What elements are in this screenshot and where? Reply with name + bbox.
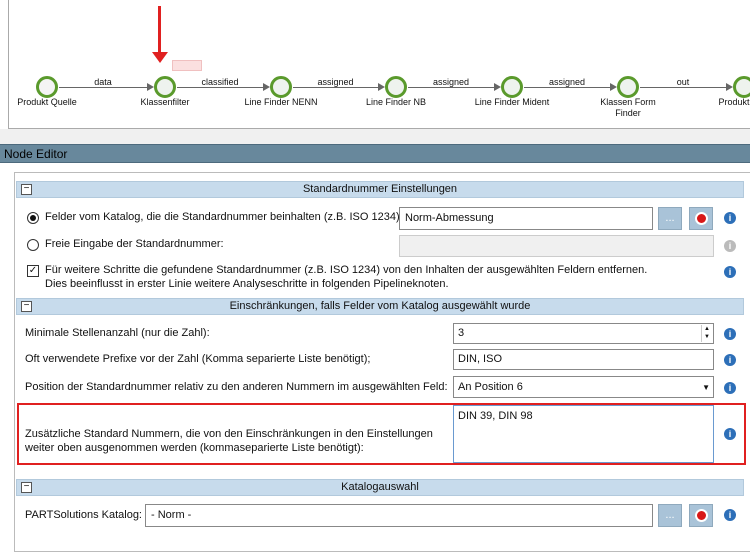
pipeline-edge[interactable] (524, 87, 610, 88)
forbidden-icon (695, 509, 708, 522)
info-icon[interactable]: i (724, 266, 736, 278)
collapse-icon[interactable]: − (21, 301, 32, 312)
extra-numbers-label-line1: Zusätzliche Standard Nummern, die von de… (25, 428, 433, 440)
info-icon[interactable]: i (724, 428, 736, 440)
section-title: Standardnummer Einstellungen (302, 183, 458, 195)
pipeline-node-label: Produkt Quelle (17, 97, 77, 107)
edge-arrow-icon (378, 83, 385, 91)
edge-arrow-icon (147, 83, 154, 91)
spin-arrows-icon[interactable]: ▲ ▼ (701, 325, 712, 342)
extra-numbers-label-line2: weiter oben ausgenommen werden (kommasep… (25, 442, 364, 454)
pipeline-edge-label: assigned (317, 77, 354, 87)
chevron-down-icon[interactable]: ▼ (702, 383, 710, 392)
pipeline-node-label: Line Finder NENN (244, 97, 318, 107)
catalog-label: PARTSolutions Katalog: (25, 509, 142, 521)
pipeline-edge[interactable] (177, 87, 263, 88)
pipeline-node[interactable] (385, 76, 407, 98)
edge-arrow-icon (610, 83, 617, 91)
node-editor-header: Node Editor (0, 144, 750, 163)
catalog-fields-input[interactable]: Norm-Abmessung (399, 207, 653, 230)
section-header-einschraenkungen[interactable]: − Einschränkungen, falls Felder vom Kata… (16, 298, 744, 315)
highlight-box (17, 403, 746, 465)
prefixes-input[interactable]: DIN, ISO (453, 349, 714, 370)
remove-standard-checkbox[interactable]: ✓ (27, 265, 39, 277)
pipeline-node-label: Klassenfilter (140, 97, 190, 107)
info-icon[interactable]: i (724, 509, 736, 521)
extra-numbers-textarea[interactable]: DIN 39, DIN 98 (453, 405, 714, 463)
pipeline-node[interactable] (733, 76, 750, 98)
pipeline-edge[interactable] (293, 87, 378, 88)
prefixes-label: Oft verwendete Prefixe vor der Zahl (Kom… (25, 353, 371, 365)
browse-button[interactable]: ... (658, 207, 682, 230)
pipeline-node[interactable] (36, 76, 58, 98)
min-digits-label: Minimale Stellenanzahl (nur die Zahl): (25, 327, 210, 339)
pipeline-node[interactable] (154, 76, 176, 98)
clear-button[interactable] (689, 207, 713, 230)
position-value: An Position 6 (458, 381, 523, 393)
pipeline-node[interactable] (270, 76, 292, 98)
radio-free-entry[interactable] (27, 239, 39, 251)
node-editor-title: Node Editor (4, 147, 68, 161)
section-header-standardnummer[interactable]: − Standardnummer Einstellungen (16, 181, 744, 198)
checkbox-label-line1: Für weitere Schritte die gefundene Stand… (45, 264, 648, 276)
splitter[interactable] (0, 129, 750, 145)
pipeline-canvas[interactable] (8, 0, 750, 129)
pipeline-edge-label: assigned (548, 77, 586, 87)
catalog-input[interactable]: - Norm - (145, 504, 653, 527)
pipeline-edge-label: assigned (432, 77, 470, 87)
collapse-icon[interactable]: − (21, 482, 32, 493)
red-arrow-shaft (158, 6, 161, 54)
radio-catalog-fields[interactable] (27, 212, 39, 224)
pipeline-node-label: Produkt Map (718, 97, 750, 107)
radio-free-label: Freie Eingabe der Standardnummer: (45, 238, 224, 250)
pipeline-node-label: Klassen Form Finder (600, 97, 656, 118)
catalog-browse-button[interactable]: ... (658, 504, 682, 527)
position-dropdown[interactable]: An Position 6 ▼ (453, 376, 714, 398)
forbidden-icon (695, 212, 708, 225)
pipeline-edge-label: out (676, 77, 690, 87)
section-header-katalogauswahl[interactable]: − Katalogauswahl (16, 479, 744, 496)
red-arrow-head-icon (152, 52, 168, 63)
edge-arrow-icon (726, 83, 733, 91)
min-digits-stepper[interactable]: 3 ▲ ▼ (453, 323, 714, 344)
position-label: Position der Standardnummer relativ zu d… (25, 381, 448, 393)
info-icon-disabled: i (724, 240, 736, 252)
node-toolbar-icon[interactable] (172, 60, 202, 71)
collapse-icon[interactable]: − (21, 184, 32, 195)
pipeline-node-label: Line Finder NB (365, 97, 427, 107)
pipeline-node[interactable] (617, 76, 639, 98)
pipeline-edge-label: data (94, 77, 112, 87)
pipeline-node[interactable] (501, 76, 523, 98)
checkbox-label-line2: Dies beeinflusst in erster Linie weitere… (45, 278, 449, 290)
pipeline-node-label: Line Finder Mident (474, 97, 550, 107)
free-entry-input[interactable] (399, 235, 714, 257)
info-icon[interactable]: i (724, 328, 736, 340)
pipeline-edge[interactable] (408, 87, 494, 88)
info-icon[interactable]: i (724, 382, 736, 394)
edge-arrow-icon (494, 83, 501, 91)
edge-arrow-icon (263, 83, 270, 91)
pipeline-edge-label: classified (201, 77, 239, 87)
info-icon[interactable]: i (724, 354, 736, 366)
radio-catalog-label: Felder vom Katalog, die die Standardnumm… (45, 211, 400, 223)
pipeline-edge[interactable] (59, 87, 147, 88)
info-icon[interactable]: i (724, 212, 736, 224)
pipeline-edge[interactable] (640, 87, 726, 88)
catalog-clear-button[interactable] (689, 504, 713, 527)
min-digits-value: 3 (458, 327, 465, 339)
section-title: Einschränkungen, falls Felder vom Katalo… (229, 300, 531, 312)
section-title: Katalogauswahl (341, 481, 419, 493)
